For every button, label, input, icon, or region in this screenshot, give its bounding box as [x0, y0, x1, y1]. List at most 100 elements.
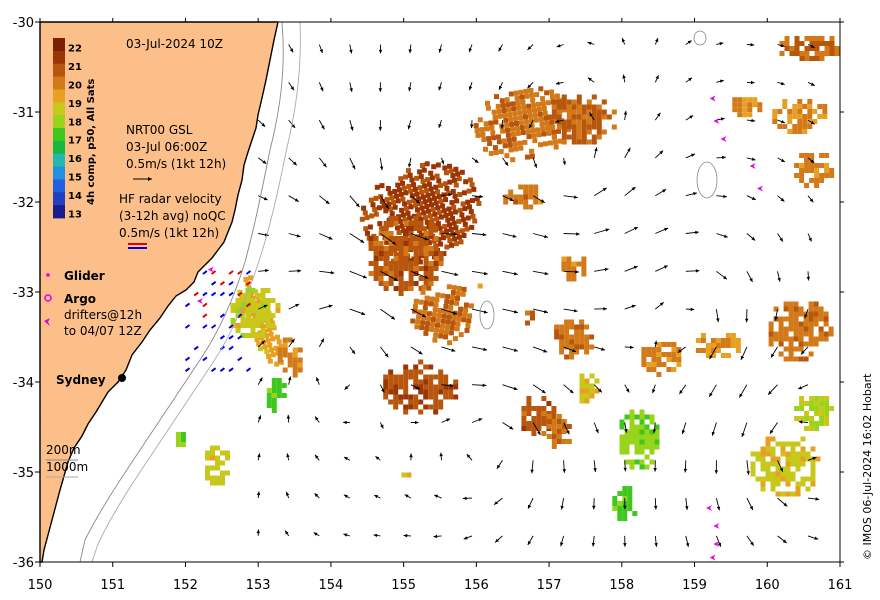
sst-pixel [455, 171, 461, 177]
current-vector-head [749, 506, 753, 510]
current-vector-head [292, 161, 297, 166]
current-vector-head [350, 126, 354, 131]
sst-pixel [576, 129, 582, 135]
sst-pixel [438, 399, 444, 405]
sst-pixel [260, 333, 266, 338]
sst-pixel [240, 298, 246, 303]
sst-pixel [671, 347, 677, 352]
sst-pixel [253, 289, 259, 295]
sst-pixel [725, 333, 731, 338]
sst-pixel [641, 357, 647, 362]
sst-pixel [705, 353, 711, 358]
current-vector-head [598, 388, 602, 393]
sst-pixel [453, 182, 459, 188]
colorbar-swatch [53, 63, 65, 77]
sst-pixel [205, 475, 210, 481]
sst-pixel [591, 109, 597, 115]
sst-pixel [817, 104, 823, 109]
sst-pixel [440, 318, 446, 324]
current-vector-head [483, 271, 488, 276]
sst-pixel [533, 117, 539, 123]
sst-pixel [438, 214, 444, 220]
platform-legend: Glider Argo drifters@12h to 04/07 12Z [44, 269, 142, 338]
sst-pixel [524, 124, 530, 130]
sst-pixel [788, 321, 794, 327]
sst-pixel [370, 202, 376, 208]
y-tick-label: -31 [13, 106, 34, 121]
current-vector-head [714, 470, 719, 474]
sst-pixel [760, 451, 766, 457]
current-vector-head [407, 125, 411, 130]
sst-pixel [819, 411, 825, 416]
sst-pixel [378, 251, 384, 256]
sst-pixel [453, 166, 459, 172]
sst-pixel [433, 246, 439, 251]
current-vector-head [349, 88, 353, 92]
sst-pixel [780, 476, 786, 482]
sst-pixel [250, 288, 256, 293]
sst-pixel [790, 471, 796, 477]
sst-pixel [452, 336, 458, 342]
sst-pixel [808, 331, 814, 337]
sst-pixel [720, 343, 726, 348]
sst-pixel [566, 271, 572, 277]
current-vector-head [627, 147, 631, 152]
hf-radar-vector [245, 367, 252, 373]
sst-pixel [518, 120, 524, 126]
sst-pixel [536, 106, 542, 112]
current-vector-head [560, 505, 564, 510]
sst-pixel [408, 188, 414, 194]
sst-pixel [245, 318, 251, 323]
sst-pixel [442, 224, 448, 229]
sst-pixel [260, 288, 266, 293]
current-vector-head [328, 236, 333, 240]
sst-pixel [705, 348, 711, 353]
sst-pixel [420, 163, 425, 168]
current-vector-head [261, 340, 265, 345]
sst-pixel [639, 419, 645, 425]
sst-pixel [644, 429, 650, 435]
sst-pixel [422, 305, 428, 311]
current-vector-head [321, 125, 325, 130]
sst-pixel [579, 319, 585, 325]
sst-pixel [408, 374, 414, 380]
sst-pixel [586, 124, 592, 130]
sst-pixel [403, 394, 409, 400]
sst-pixel [423, 394, 429, 400]
sst-pixel [393, 374, 399, 380]
sst-pixel [788, 346, 794, 352]
sst-pixel [591, 119, 597, 125]
current-vector-head [418, 350, 423, 355]
sst-pixel [619, 449, 625, 455]
sst-pixel [424, 326, 430, 331]
sst-pixel [271, 393, 277, 398]
sst-pixel [257, 346, 263, 352]
sst-pixel [737, 107, 743, 113]
sst-pixel [531, 133, 537, 139]
colorbar-title: 4h comp, p50, All Sats [86, 79, 97, 205]
sst-pixel [433, 184, 439, 190]
sst-pixel [398, 246, 404, 251]
sst-pixel [601, 114, 607, 120]
sst-pixel [822, 109, 828, 114]
sst-pixel [808, 341, 814, 347]
sst-pixel [576, 94, 582, 100]
current-vector-head [261, 123, 266, 127]
sst-pixel [397, 218, 403, 224]
sst-pixel [421, 310, 427, 316]
current-vector-head [393, 277, 398, 281]
copyright-credit: © IMOS 06-Jul-2024 16:02 Hobart [861, 373, 874, 560]
current-vector-head [384, 353, 389, 358]
current-vector-head [468, 86, 473, 91]
current-vector-head [438, 86, 442, 91]
current-vector-head [498, 47, 502, 52]
sst-pixel [574, 344, 580, 350]
sst-pixel [819, 396, 825, 401]
sst-pixel [495, 103, 501, 109]
current-vector-head [294, 198, 299, 202]
sst-pixel [584, 349, 590, 355]
sst-pixel [765, 441, 771, 447]
sst-pixel [246, 313, 251, 319]
sst-pixel [276, 393, 282, 398]
sst-pixel [654, 444, 660, 450]
